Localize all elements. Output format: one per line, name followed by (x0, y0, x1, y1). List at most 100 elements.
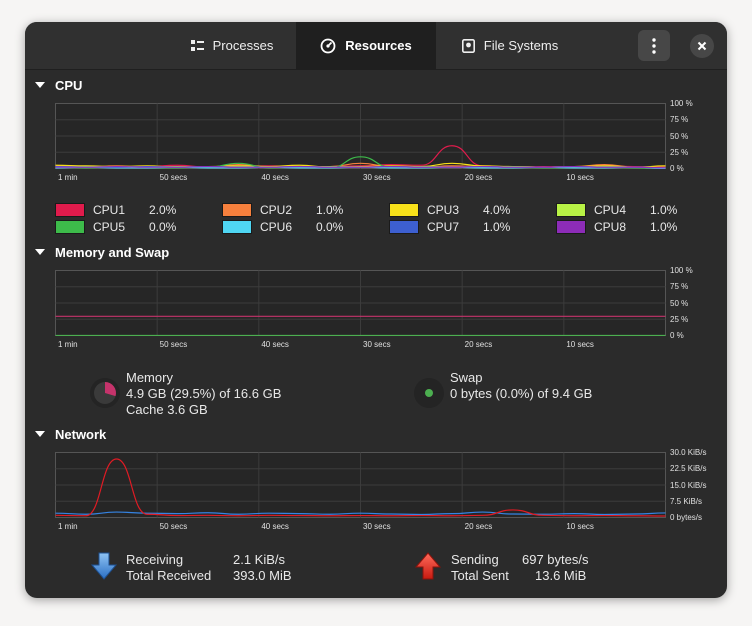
cpu-color-swatch[interactable] (55, 220, 85, 234)
list-icon (190, 39, 204, 51)
y-tick-label: 50 % (670, 298, 689, 308)
cpu-legend-item[interactable]: CPU4 1.0% (556, 203, 706, 217)
total-received-label: Total Received (126, 568, 212, 583)
x-tick-label: 30 secs (363, 340, 391, 349)
cpu-legend-name: CPU3 (427, 203, 460, 217)
cpu-legend-item[interactable]: CPU7 1.0% (389, 220, 539, 234)
x-tick-label: 40 secs (261, 173, 289, 182)
cpu-legend-name: CPU6 (260, 220, 293, 234)
y-tick-label: 0 % (670, 331, 684, 340)
cpu-legend-name: CPU2 (260, 203, 293, 217)
cpu-section-title: CPU (55, 78, 83, 93)
x-tick-label: 1 min (58, 340, 78, 349)
system-monitor-window: Processes Resources File Systems (25, 22, 727, 598)
cpu-legend-item[interactable]: CPU2 1.0% (222, 203, 372, 217)
memory-cache: Cache 3.6 GB (126, 402, 208, 417)
cpu-legend-name: CPU4 (594, 203, 627, 217)
x-tick-label: 10 secs (566, 173, 594, 182)
cpu-history-chart: 100 % 75 % 50 % 25 % 0 % 1 min 50 secs 40 secs 3… (55, 99, 727, 183)
receiving-label: Receiving (126, 552, 184, 567)
main-menu-button[interactable] (638, 30, 670, 61)
memory-history-chart: 100 % 75 % 50 % 25 % 0 % 1 min 50 secs 40 secs 3… (55, 266, 727, 350)
swap-value: 0 bytes (0.0%) of 9.4 GB (450, 386, 593, 401)
tab-resources[interactable]: Resources (296, 22, 436, 69)
swap-gauge (414, 378, 444, 408)
disk-icon (461, 38, 475, 53)
swap-gauge-graphic (425, 389, 433, 397)
cpu-color-swatch[interactable] (222, 220, 252, 234)
chart-plot (55, 270, 666, 336)
y-tick-label: 25 % (670, 314, 689, 324)
cpu-legend-value: 1.0% (316, 203, 344, 217)
memory-label: Memory (126, 370, 173, 385)
x-tick-label: 1 min (58, 173, 78, 182)
y-tick-label: 75 % (670, 282, 689, 292)
download-arrow-icon (91, 552, 117, 580)
cpu-legend-item[interactable]: CPU3 4.0% (389, 203, 539, 217)
memory-section-toggle[interactable]: Memory and Swap (35, 245, 169, 260)
cpu-color-swatch[interactable] (556, 220, 586, 234)
cpu-legend-item[interactable]: CPU5 0.0% (55, 220, 205, 234)
cpu-color-swatch[interactable] (55, 203, 85, 217)
y-tick-label: 7.5 KiB/s (670, 496, 703, 506)
gauge-icon (320, 38, 336, 53)
close-button[interactable] (690, 34, 714, 58)
y-tick-label: 30.0 KiB/s (670, 448, 707, 457)
tab-processes-label: Processes (212, 38, 274, 53)
y-tick-label: 0 bytes/s (670, 513, 703, 522)
x-tick-label: 20 secs (464, 522, 493, 531)
cpu-legend-name: CPU5 (93, 220, 126, 234)
cpu-legend-item[interactable]: CPU8 1.0% (556, 220, 706, 234)
x-tick-label: 50 secs (159, 173, 188, 182)
network-section-title: Network (55, 427, 107, 442)
x-tick-label: 20 secs (464, 173, 493, 182)
cpu-legend-value: 1.0% (650, 220, 678, 234)
receiving-value: 2.1 KiB/s (233, 552, 286, 567)
memory-gauge-graphic (94, 382, 116, 404)
series-line-receiving (55, 511, 666, 516)
kebab-menu-icon (652, 37, 656, 54)
tab-resources-label: Resources (345, 38, 412, 53)
cpu-color-swatch[interactable] (556, 203, 586, 217)
x-tick-label: 40 secs (261, 340, 289, 349)
memory-section-title: Memory and Swap (55, 245, 170, 260)
total-sent-value: 13.6 MiB (535, 568, 587, 583)
cpu-color-swatch[interactable] (389, 203, 419, 217)
network-section-toggle[interactable]: Network (35, 427, 106, 442)
cpu-color-swatch[interactable] (389, 220, 419, 234)
chart-plot (55, 452, 666, 518)
x-tick-label: 30 secs (363, 522, 391, 531)
cpu-legend-value: 1.0% (650, 203, 678, 217)
tab-file-systems[interactable]: File Systems (436, 22, 584, 69)
total-received-value: 393.0 MiB (233, 568, 292, 583)
y-tick-label: 100 % (670, 99, 693, 108)
cpu-section-toggle[interactable]: CPU (35, 78, 82, 93)
cpu-legend-name: CPU7 (427, 220, 460, 234)
x-tick-label: 50 secs (159, 340, 188, 349)
cpu-color-swatch[interactable] (222, 203, 252, 217)
tab-processes[interactable]: Processes (168, 22, 296, 69)
y-tick-label: 22.5 KiB/s (670, 464, 707, 474)
y-tick-label: 100 % (670, 266, 693, 275)
chart-plot (55, 103, 666, 169)
cpu-legend-item[interactable]: CPU1 2.0% (55, 203, 205, 217)
sending-label: Sending (451, 552, 499, 567)
expander-down-icon (35, 249, 45, 255)
network-history-chart: 30.0 KiB/s 22.5 KiB/s 15.0 KiB/s 7.5 KiB/s 0… (55, 448, 727, 532)
expander-down-icon (35, 82, 45, 88)
total-sent-label: Total Sent (451, 568, 509, 583)
x-tick-label: 20 secs (464, 340, 493, 349)
x-tick-label: 10 secs (566, 522, 594, 531)
cpu-legend-value: 0.0% (149, 220, 177, 234)
memory-value: 4.9 GB (29.5%) of 16.6 GB (126, 386, 282, 401)
memory-usage-wedge (105, 382, 116, 397)
x-tick-label: 1 min (58, 522, 78, 531)
cpu-legend-name: CPU8 (594, 220, 627, 234)
x-tick-label: 30 secs (363, 173, 391, 182)
tab-file-systems-label: File Systems (483, 38, 559, 53)
cpu-legend-item[interactable]: CPU6 0.0% (222, 220, 372, 234)
memory-gauge (90, 378, 120, 408)
y-tick-label: 25 % (670, 147, 689, 157)
cpu-legend-value: 2.0% (149, 203, 177, 217)
close-icon (697, 41, 707, 51)
